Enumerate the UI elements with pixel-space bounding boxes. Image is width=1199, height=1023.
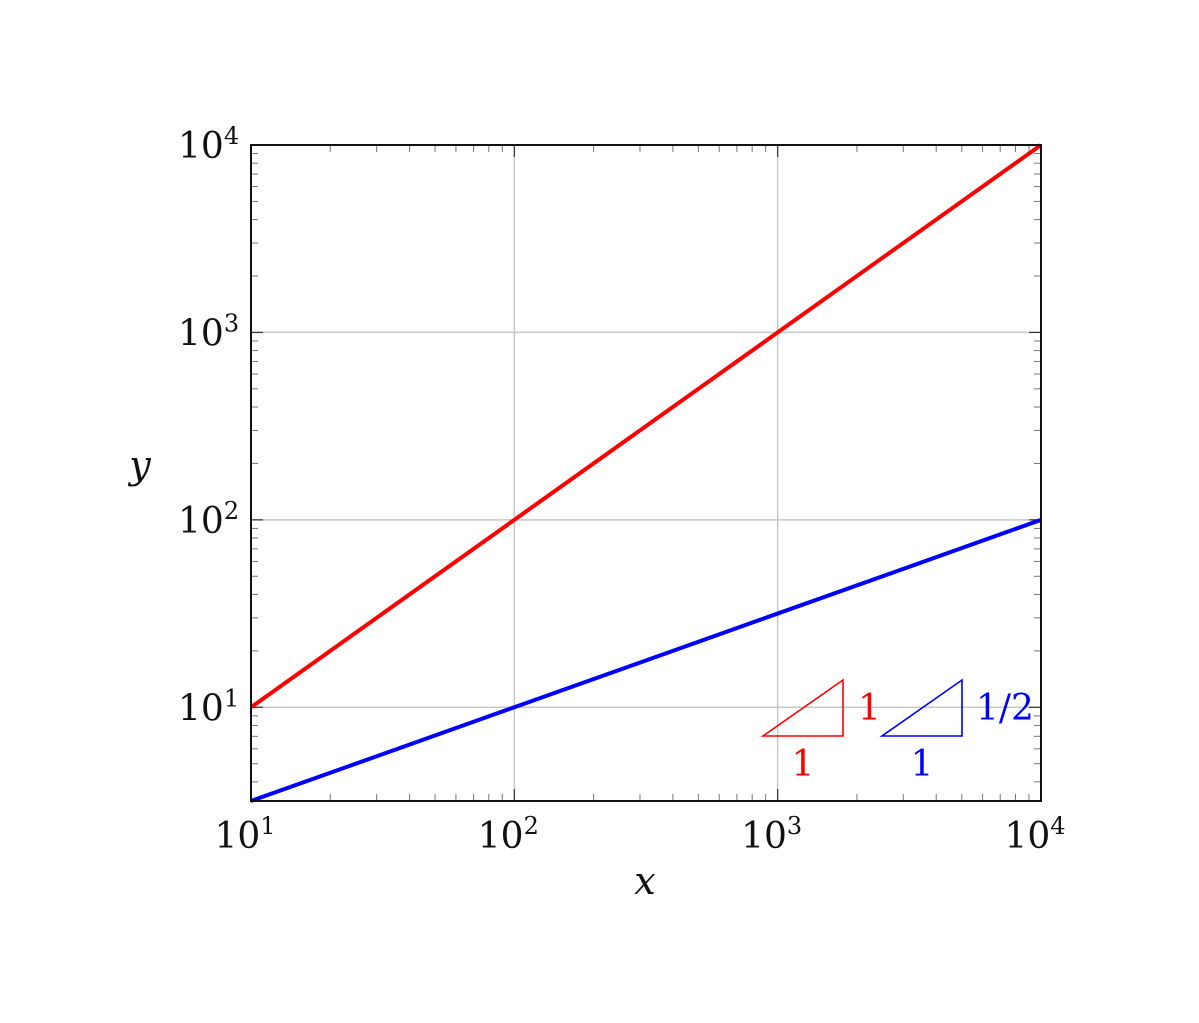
x-tick-exponent: 2 [524,812,539,840]
y-tick-base: 10 [178,313,224,354]
y-tick-base: 10 [178,501,224,542]
y-tick-base: 10 [178,688,224,729]
y-tick-base: 10 [178,126,224,167]
blue-slope-run-label: 1 [911,744,934,785]
x-tick-exponent: 3 [787,812,802,840]
plot-frame [250,144,1042,802]
y-tick-exponent: 2 [224,497,239,525]
x-tick-label: 103 [741,812,802,857]
x-tick-exponent: 4 [1050,812,1065,840]
x-tick-base: 10 [1004,816,1050,857]
blue-slope-rise-label: 1/2 [976,688,1034,729]
x-tick-base: 10 [741,816,787,857]
series-lines [249,143,1043,803]
series-line-1 [250,517,1042,803]
y-tick-exponent: 3 [224,309,239,337]
minor-ticks [250,144,1042,801]
y-tick-label: 104 [178,122,239,167]
red-slope-rise-label: 1 [858,688,881,729]
x-tick-base: 10 [478,816,524,857]
x-tick-exponent: 1 [260,812,275,840]
x-tick-label: 101 [214,812,275,857]
x-tick-base: 10 [214,816,260,857]
red-slope-triangle [760,678,844,737]
series-line-0 [249,143,1043,709]
y-tick-label: 102 [178,497,239,542]
y-tick-label: 103 [178,309,239,354]
blue-slope-triangle [879,678,963,737]
y-axis-label: y [127,443,151,487]
x-tick-label: 102 [478,812,539,857]
x-axis-label: x [634,859,655,903]
x-tick-labels: 101 102 103 104 [214,812,1065,857]
red-slope-run-label: 1 [792,744,815,785]
y-tick-exponent: 1 [224,684,239,712]
x-tick-label: 104 [1004,812,1065,857]
grid [251,145,1041,801]
y-tick-exponent: 4 [224,122,239,150]
y-tick-label: 101 [178,684,239,729]
